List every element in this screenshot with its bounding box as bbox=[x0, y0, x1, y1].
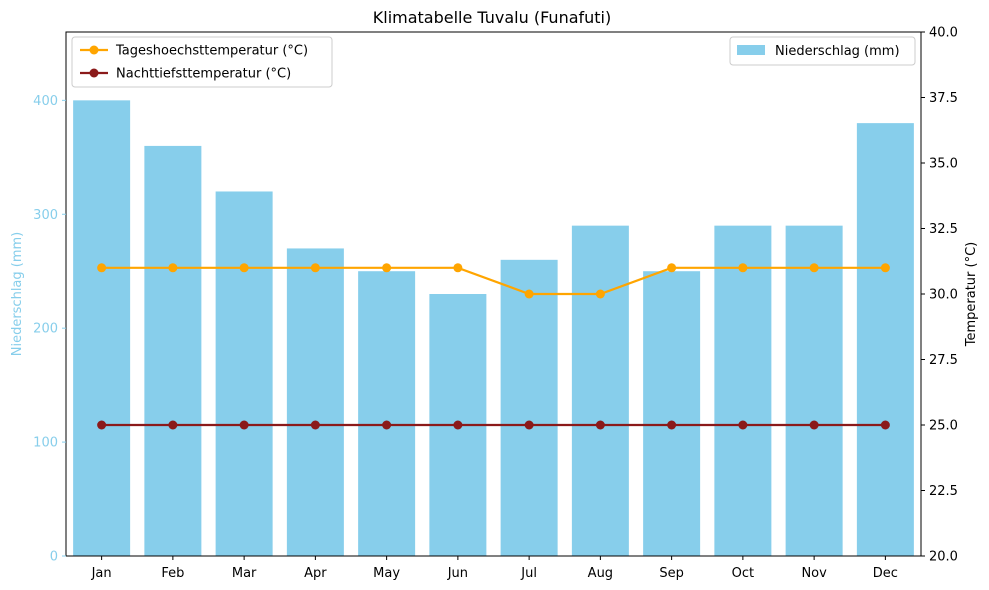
x-tick-label: Mar bbox=[232, 566, 257, 581]
bar-jul bbox=[500, 259, 558, 556]
x-tick-label: Nov bbox=[801, 566, 827, 581]
series-1-point-dec bbox=[880, 420, 890, 430]
x-tick-label: Jan bbox=[91, 566, 112, 581]
legend-label: Niederschlag (mm) bbox=[775, 44, 900, 59]
series-1-point-oct bbox=[738, 420, 748, 430]
series-1-point-feb bbox=[168, 420, 178, 430]
series-1-point-aug bbox=[595, 420, 605, 430]
x-tick-label: Apr bbox=[304, 566, 327, 581]
series-1-point-mar bbox=[239, 420, 249, 430]
legend-bar-swatch bbox=[737, 45, 765, 55]
bar-nov bbox=[785, 225, 843, 557]
bar-jan bbox=[73, 100, 131, 556]
x-tick-label: Jun bbox=[447, 566, 468, 581]
y-right-tick-label: 30.0 bbox=[929, 288, 958, 303]
series-0-point-aug bbox=[595, 289, 605, 299]
series-1-point-jul bbox=[524, 420, 534, 430]
lines-layer bbox=[97, 263, 890, 430]
y-right-tick-label: 25.0 bbox=[929, 419, 958, 434]
y-right-tick-label: 35.0 bbox=[929, 157, 958, 172]
bar-dec bbox=[856, 123, 914, 556]
y-right-tick-label: 27.5 bbox=[929, 353, 958, 368]
y-right-tick-label: 22.5 bbox=[929, 484, 958, 499]
x-tick-label: Feb bbox=[161, 566, 184, 581]
bar-aug bbox=[571, 225, 629, 557]
y-right-tick-label: 32.5 bbox=[929, 222, 958, 237]
y-axis-left-label: Niederschlag (mm) bbox=[10, 232, 25, 357]
series-0-point-jul bbox=[524, 289, 534, 299]
legend-marker bbox=[89, 45, 99, 55]
x-tick-label: May bbox=[373, 566, 400, 581]
series-line-0 bbox=[101, 266, 886, 296]
series-1-point-jan bbox=[97, 420, 107, 430]
y-right-tick-label: 37.5 bbox=[929, 91, 958, 106]
legend-precipitation: Niederschlag (mm) bbox=[729, 36, 916, 66]
y-left-tick-label: 400 bbox=[33, 94, 58, 109]
legend-temperature: Tageshoechsttemperatur (°C) Nachttiefstte… bbox=[71, 36, 333, 88]
x-tick-label: Aug bbox=[588, 566, 613, 581]
bar-sep bbox=[643, 271, 701, 556]
y-left-tick-label: 200 bbox=[33, 322, 58, 337]
chart-title: Klimatabelle Tuvalu (Funafuti) bbox=[373, 8, 612, 27]
series-0-point-sep bbox=[667, 263, 677, 273]
series-1-point-apr bbox=[310, 420, 320, 430]
legend-label: Nachttiefsttemperatur (°C) bbox=[116, 67, 291, 82]
legend-label: Tageshoechsttemperatur (°C) bbox=[115, 44, 308, 59]
series-0-point-jan bbox=[97, 263, 107, 273]
series-0-point-feb bbox=[168, 263, 178, 273]
bar-oct bbox=[714, 225, 772, 557]
x-tick-label: Jul bbox=[520, 566, 537, 581]
y-left-tick-label: 300 bbox=[33, 208, 58, 223]
legend-box bbox=[71, 36, 333, 88]
y-left-tick-label: 100 bbox=[33, 436, 58, 451]
y-left-tick-label: 0 bbox=[50, 550, 58, 565]
series-0-point-apr bbox=[310, 263, 320, 273]
series-0-point-nov bbox=[809, 263, 819, 273]
series-1-point-nov bbox=[809, 420, 819, 430]
bar-mar bbox=[215, 191, 273, 556]
legend-marker bbox=[89, 68, 99, 78]
y-right-tick-label: 20.0 bbox=[929, 550, 958, 565]
bars-layer bbox=[73, 100, 914, 557]
axes-layer: Jan Feb Mar Apr May Jun Jul Aug Sep Oct Nov Dec 0 100… bbox=[33, 26, 958, 582]
series-0-point-oct bbox=[738, 263, 748, 273]
y-right-tick-label: 40.0 bbox=[929, 26, 958, 41]
series-1-point-may bbox=[382, 420, 392, 430]
series-0-point-mar bbox=[239, 263, 249, 273]
series-1-point-sep bbox=[667, 420, 677, 430]
series-0-point-jun bbox=[453, 263, 463, 273]
y-axis-right-label: Temperatur (°C) bbox=[964, 242, 979, 348]
bar-may bbox=[358, 271, 416, 556]
series-0-point-may bbox=[382, 263, 392, 273]
x-tick-label: Oct bbox=[732, 566, 754, 581]
x-tick-label: Dec bbox=[873, 566, 898, 581]
x-tick-label: Sep bbox=[659, 566, 684, 581]
bar-feb bbox=[144, 145, 202, 557]
legend-box bbox=[729, 36, 916, 66]
series-0-point-dec bbox=[880, 263, 890, 273]
bar-apr bbox=[286, 248, 344, 556]
series-1-point-jun bbox=[453, 420, 463, 430]
